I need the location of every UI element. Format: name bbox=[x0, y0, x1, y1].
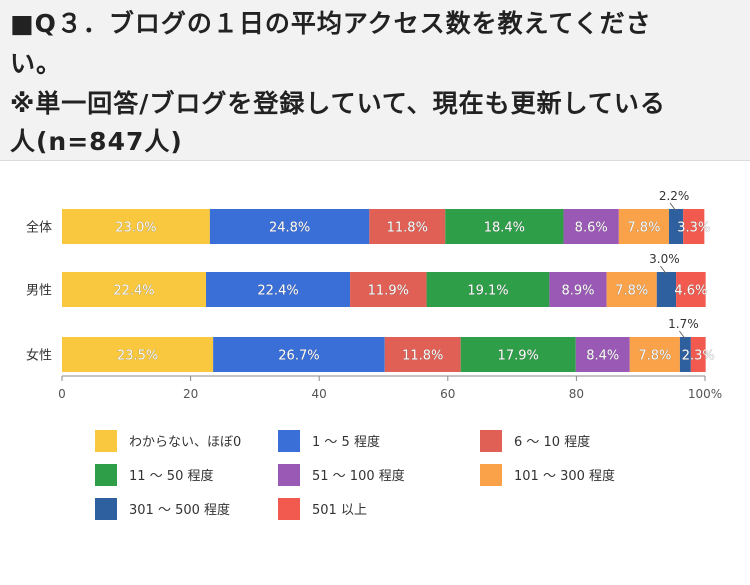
legend-label: 101 ～ 300 程度 bbox=[514, 468, 615, 484]
data-label: 8.9% bbox=[561, 284, 594, 299]
question-title-line-1: ■Q３．ブログの１日の平均アクセス数を教えてくださ bbox=[10, 9, 652, 38]
bar-segment bbox=[206, 272, 351, 307]
legend-swatch bbox=[278, 464, 300, 486]
x-tick-label: 60 bbox=[440, 387, 455, 401]
data-label: 22.4% bbox=[257, 284, 298, 299]
data-label: 7.8% bbox=[627, 221, 660, 236]
bar-segment bbox=[606, 272, 657, 307]
question-note-line-2: 人(n=847人) bbox=[10, 127, 183, 156]
bar-segment bbox=[683, 209, 705, 244]
bar-segment bbox=[668, 209, 684, 244]
data-label: 17.9% bbox=[498, 349, 539, 364]
stacked-bar-chart: 0 20 40 60 80 100% 全体 23.0% 24.8% 11.8% 18.4% 8.6% 7… bbox=[26, 189, 722, 520]
legend-label: 11 ～ 50 程度 bbox=[129, 468, 213, 484]
question-header: ■Q３．ブログの１日の平均アクセス数を教えてくださ い。 ※単一回答/ブログを登… bbox=[0, 0, 750, 161]
data-label: 4.6% bbox=[674, 284, 707, 299]
x-tick-label: 20 bbox=[183, 387, 198, 401]
bar-segment bbox=[350, 272, 427, 307]
data-label: 18.4% bbox=[484, 221, 525, 236]
legend-swatch bbox=[95, 464, 117, 486]
bar-segment bbox=[629, 337, 680, 372]
data-label: 19.1% bbox=[467, 284, 508, 299]
legend-swatch bbox=[480, 430, 502, 452]
data-label: 3.0% bbox=[649, 252, 680, 266]
legend-label: 6 ～ 10 程度 bbox=[514, 434, 590, 450]
data-label: 11.9% bbox=[368, 284, 409, 299]
category-label: 全体 bbox=[26, 220, 52, 236]
data-label: 2.2% bbox=[659, 189, 690, 203]
bar-segment bbox=[575, 337, 630, 372]
callout-leader-line bbox=[678, 330, 686, 340]
data-label: 22.4% bbox=[113, 284, 154, 299]
data-label: 23.0% bbox=[115, 221, 156, 236]
bar-segment bbox=[445, 209, 564, 244]
category-label: 男性 bbox=[26, 284, 52, 299]
legend-swatch bbox=[480, 464, 502, 486]
data-label: 23.5% bbox=[117, 349, 158, 364]
bar-segment bbox=[369, 209, 446, 244]
legend-swatch bbox=[278, 498, 300, 520]
data-label: 8.4% bbox=[586, 349, 619, 364]
bar-segment bbox=[62, 272, 207, 307]
bar-segment bbox=[679, 337, 691, 372]
data-label: 11.8% bbox=[387, 221, 428, 236]
bar-segment bbox=[213, 337, 385, 372]
bar-segment bbox=[656, 272, 677, 307]
bar-segment bbox=[676, 272, 706, 307]
question-note-line-1: ※単一回答/ブログを登録していて、現在も更新している bbox=[10, 89, 666, 118]
category-label: 女性 bbox=[26, 348, 52, 364]
data-label: 7.8% bbox=[638, 349, 671, 364]
callout-leader-line bbox=[669, 202, 677, 212]
bar-segment bbox=[460, 337, 576, 372]
bar-segment bbox=[549, 272, 607, 307]
x-tick-label: 0 bbox=[58, 387, 66, 401]
legend-label: 51 ～ 100 程度 bbox=[312, 468, 405, 484]
data-label: 2.3% bbox=[682, 349, 715, 364]
bar-segment bbox=[618, 209, 669, 244]
bar-segment bbox=[690, 337, 706, 372]
bar-segment bbox=[426, 272, 550, 307]
legend-label: 1 ～ 5 程度 bbox=[312, 434, 380, 450]
legend-label: 501 以上 bbox=[312, 503, 367, 518]
legend-swatch bbox=[278, 430, 300, 452]
data-label: 8.6% bbox=[575, 221, 608, 236]
legend-label: 301 ～ 500 程度 bbox=[129, 502, 230, 518]
bar-segment bbox=[62, 337, 214, 372]
data-label: 7.8% bbox=[615, 284, 648, 299]
x-tick-label: 40 bbox=[312, 387, 327, 401]
bar-segment bbox=[209, 209, 370, 244]
legend-label: わからない、ほぼ0 bbox=[129, 435, 241, 450]
legend-swatch bbox=[95, 498, 117, 520]
bar-segment bbox=[62, 209, 210, 244]
legend-swatch bbox=[95, 430, 117, 452]
x-tick-label: 100% bbox=[688, 387, 722, 401]
data-label: 1.7% bbox=[668, 317, 699, 331]
callout-leader-line bbox=[660, 265, 667, 275]
data-label: 11.8% bbox=[402, 349, 443, 364]
bar-segment bbox=[563, 209, 619, 244]
data-label: 3.3% bbox=[677, 221, 710, 236]
data-label: 26.7% bbox=[278, 349, 319, 364]
x-tick-label: 80 bbox=[569, 387, 584, 401]
data-label: 24.8% bbox=[269, 221, 310, 236]
bar-segment bbox=[384, 337, 461, 372]
question-title-line-2: い。 bbox=[10, 49, 63, 78]
